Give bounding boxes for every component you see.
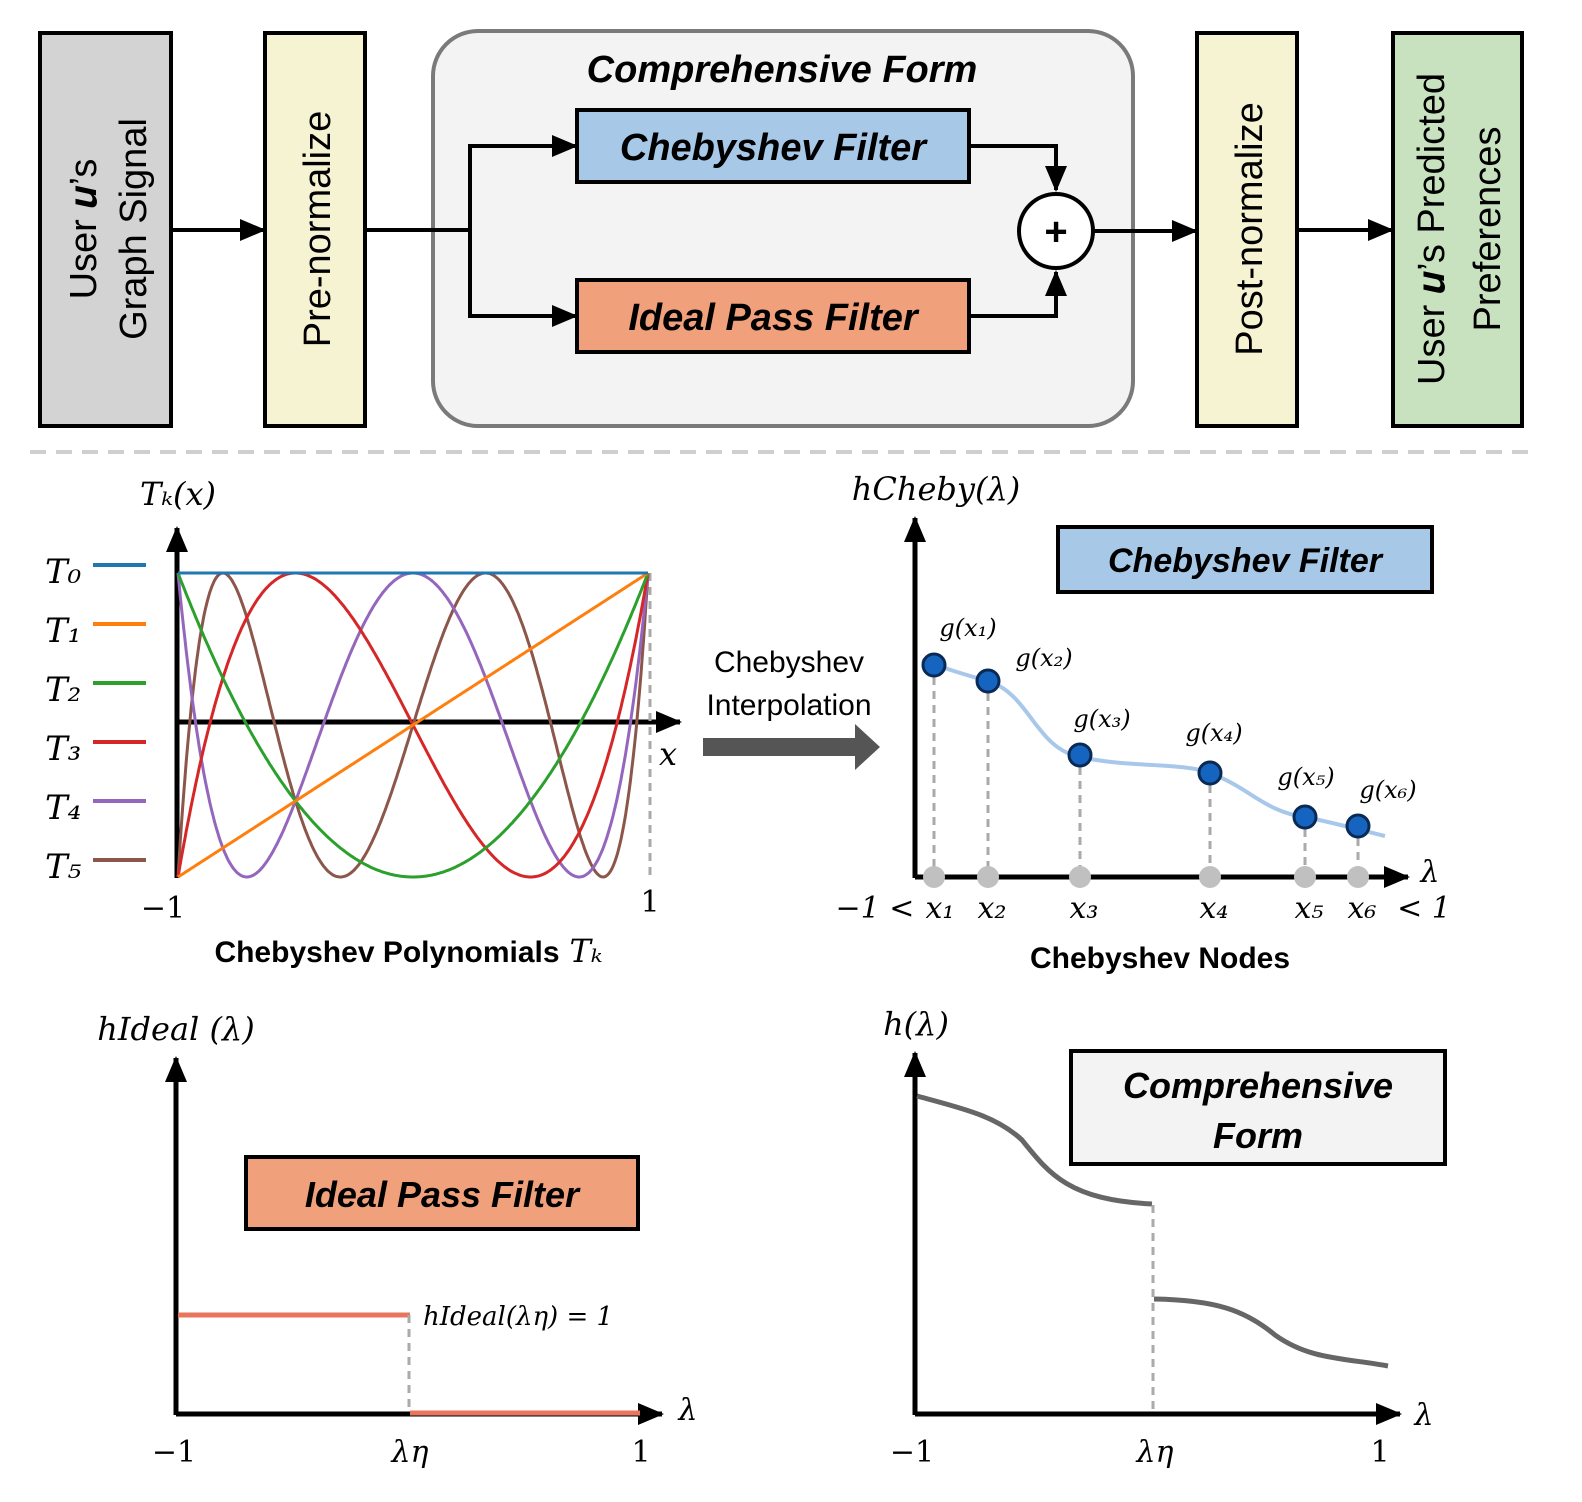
comp-tick-lambda-eta: λη bbox=[1136, 1435, 1174, 1470]
comprehensive-panel: h(λ) λ Comprehensive Form −1 λη 1 bbox=[883, 1005, 1447, 1470]
cheby-node-axis-point bbox=[923, 866, 945, 888]
cheby-left-bound: −1 < bbox=[836, 891, 915, 926]
poly-legend-label-T0: T₀ bbox=[45, 552, 82, 592]
comprehensive-form-title: Comprehensive Form bbox=[587, 49, 978, 91]
cheby-node-x-label: x₄ bbox=[1200, 891, 1229, 926]
post-normalize-label: Post-normalize bbox=[1229, 102, 1271, 355]
cheby-node-value-point bbox=[921, 652, 947, 678]
cheby-node-value-point bbox=[1345, 813, 1371, 839]
ideal-x-axis-label: λ bbox=[677, 1393, 697, 1428]
connector-split bbox=[365, 146, 472, 316]
pipeline: User 𝒖’s Graph Signal Pre-normalize Comp… bbox=[38, 29, 1524, 428]
poly-legend: T₀ T₁ T₂ T₃ T₄ T₅ bbox=[45, 552, 146, 887]
poly-curves bbox=[176, 571, 650, 879]
ideal-y-axis-label: hIdeal (λ) bbox=[97, 1010, 254, 1048]
interpolation-label-line2: Interpolation bbox=[706, 689, 871, 722]
cheby-node-value-point bbox=[1067, 742, 1093, 768]
poly-curve-T1 bbox=[177, 571, 649, 879]
ideal-legend-label: Ideal Pass Filter bbox=[305, 1174, 581, 1215]
comp-curve-right bbox=[1153, 1296, 1389, 1369]
cheby-node-axis-point bbox=[1199, 866, 1221, 888]
cheby-node-x-label: x₃ bbox=[1070, 891, 1099, 926]
comp-y-axis-label: h(λ) bbox=[883, 1005, 949, 1043]
comp-legend-box bbox=[1069, 1049, 1447, 1166]
connector-ideal-to-sum bbox=[969, 270, 1067, 318]
output-block bbox=[1391, 31, 1524, 428]
pre-normalize-block bbox=[263, 31, 367, 428]
comp-curve-left bbox=[916, 1093, 1153, 1207]
input-block-line1: User 𝒖’s bbox=[63, 159, 105, 300]
poly-legend-label-T2: T₂ bbox=[45, 670, 81, 710]
cheby-node-value-point bbox=[1292, 804, 1318, 830]
cheby-node-g-label: g(x₄) bbox=[1185, 719, 1242, 747]
interpolation-arrow: Chebyshev Interpolation bbox=[703, 646, 880, 770]
ideal-tick-minus1: −1 bbox=[152, 1435, 196, 1470]
interpolation-arrow-shape bbox=[703, 724, 880, 770]
ideal-tick-1: 1 bbox=[631, 1435, 650, 1470]
pre-normalize-label: Pre-normalize bbox=[297, 111, 339, 348]
cheby-node-x-label: x₁ bbox=[926, 891, 955, 926]
poly-y-axis-label: Tₖ(𝑥) bbox=[140, 475, 216, 513]
input-block bbox=[38, 31, 173, 428]
comp-legend-line1: Comprehensive bbox=[1123, 1065, 1393, 1106]
chebyshev-filter-panel: hCheby(λ) λ Chebyshev Filter g(x₁) x₁ g(x₂… bbox=[836, 470, 1451, 975]
cheby-node-axis-point bbox=[1069, 866, 1091, 888]
cheby-node-value-point bbox=[1197, 760, 1223, 786]
connector-cheby-to-sum bbox=[969, 144, 1067, 192]
output-block-line1: User 𝒖’s Predicted bbox=[1411, 73, 1453, 385]
ideal-legend-box bbox=[244, 1155, 640, 1231]
poly-legend-label-T1: T₁ bbox=[45, 611, 81, 651]
comp-x-axis-label: λ bbox=[1413, 1398, 1433, 1433]
cheby-x-axis-label: λ bbox=[1419, 855, 1439, 890]
cheby-legend-label: Chebyshev Filter bbox=[1108, 542, 1384, 580]
poly-tick-1: 1 bbox=[640, 885, 659, 920]
input-block-line2: Graph Signal bbox=[113, 118, 155, 340]
cheby-node-g-label: g(x₃) bbox=[1073, 705, 1130, 733]
cheby-node-g-label: g(x₂) bbox=[1015, 644, 1072, 672]
cheby-node-axis-point bbox=[1347, 866, 1369, 888]
cheby-node-x-label: x₆ bbox=[1348, 891, 1377, 926]
cheby-node-g-label: g(x₅) bbox=[1277, 763, 1334, 791]
poly-caption: Chebyshev Polynomials bbox=[214, 936, 559, 969]
cheby-node-axis-point bbox=[977, 866, 999, 888]
poly-tick-minus1: −1 bbox=[141, 891, 185, 926]
cheby-node-g-label: g(x₁) bbox=[939, 614, 996, 642]
cheby-node-x-label: x₅ bbox=[1295, 891, 1324, 926]
output-block-line2: Preferences bbox=[1467, 127, 1509, 332]
poly-x-axis-label: 𝑥 bbox=[659, 735, 677, 773]
poly-caption-symbol: 𝑇ₖ bbox=[569, 932, 602, 970]
chebyshev-filter-label: Chebyshev Filter bbox=[620, 127, 928, 169]
chebyshev-polynomials-panel: Tₖ(𝑥) 𝑥 −1 1 T₀ T₁ T₂ T₃ T₄ T₅ Chebyshev Poly… bbox=[45, 475, 682, 970]
cheby-caption: Chebyshev Nodes bbox=[1030, 942, 1290, 975]
ideal-tick-lambda-eta: λη bbox=[391, 1435, 429, 1470]
ideal-annotation: hIdeal(λη) = 1 bbox=[423, 1302, 613, 1332]
comp-tick-minus1: −1 bbox=[890, 1435, 934, 1470]
cheby-node-x-label: x₂ bbox=[978, 891, 1007, 926]
cheby-nodes: g(x₁) x₁ g(x₂) x₂ g(x₃) x₃ g(x₄) x₄ g(x₅) x₅ g(x₆)… bbox=[921, 614, 1417, 926]
sum-symbol: + bbox=[1044, 210, 1067, 254]
poly-legend-label-T3: T₃ bbox=[45, 729, 81, 769]
poly-legend-label-T4: T₄ bbox=[45, 788, 81, 828]
cheby-node-axis-point bbox=[1294, 866, 1316, 888]
poly-curve-T2 bbox=[176, 572, 650, 879]
comp-legend-line2: Form bbox=[1213, 1115, 1303, 1156]
poly-legend-label-T5: T₅ bbox=[45, 847, 82, 887]
cheby-legend-box bbox=[1056, 525, 1434, 594]
cheby-y-axis-label: hCheby(λ) bbox=[852, 470, 1020, 508]
interpolation-label-line1: Chebyshev bbox=[714, 646, 864, 679]
cheby-right-bound: < 1 bbox=[1397, 891, 1451, 926]
cheby-node-g-label: g(x₆) bbox=[1359, 776, 1416, 804]
comp-tick-1: 1 bbox=[1370, 1435, 1389, 1470]
ideal-filter-panel: hIdeal (λ) λ Ideal Pass Filter hIdeal(λη… bbox=[97, 1010, 697, 1470]
ideal-pass-filter-label: Ideal Pass Filter bbox=[628, 297, 920, 339]
cheby-node-value-point bbox=[975, 668, 1001, 694]
